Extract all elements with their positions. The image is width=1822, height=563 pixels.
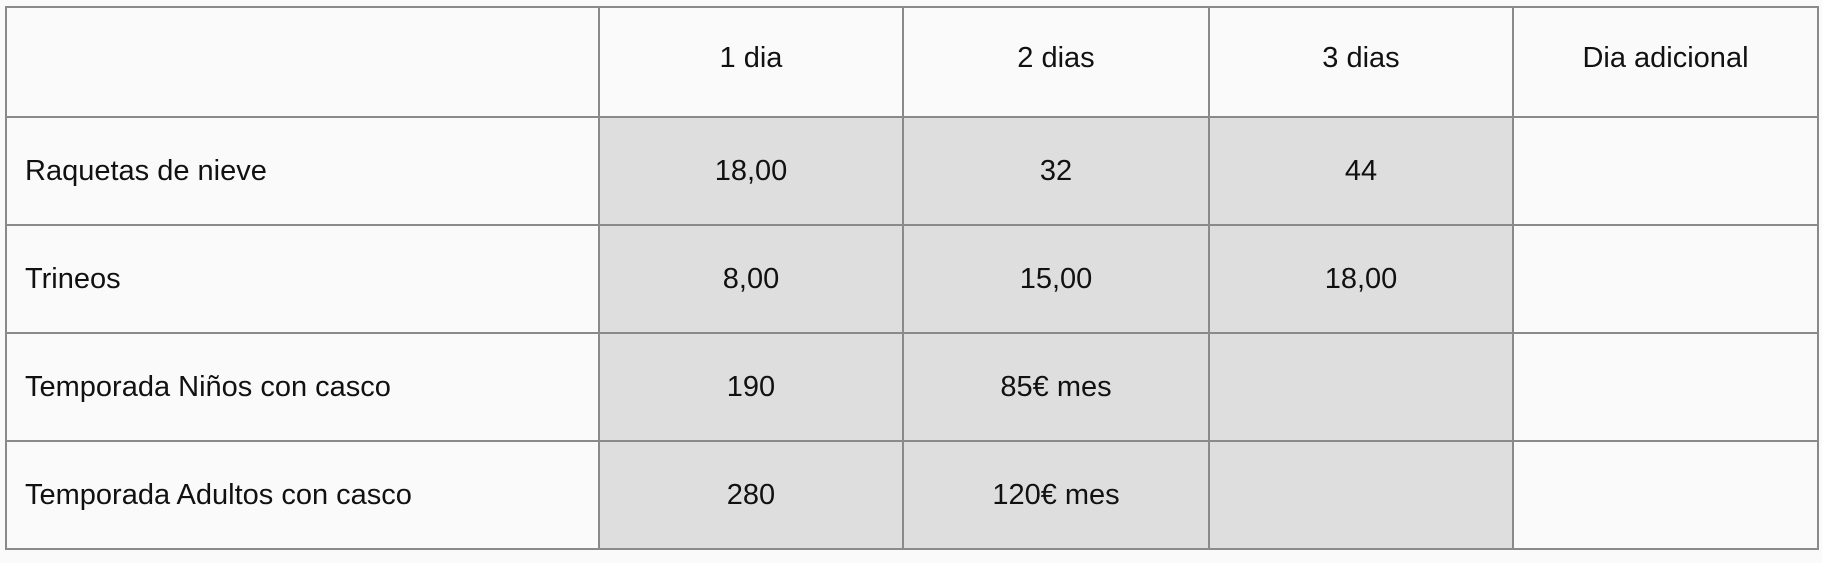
price-cell: 18,00 — [1208, 224, 1514, 334]
price-cell: 44 — [1208, 116, 1514, 226]
price-cell: 18,00 — [598, 116, 904, 226]
price-cell — [1512, 440, 1819, 550]
price-cell: 120€ mes — [902, 440, 1210, 550]
price-cell — [1208, 440, 1514, 550]
table-row: Temporada Niños con casco 190 85€ mes — [5, 332, 1819, 442]
row-label: Temporada Adultos con casco — [5, 440, 600, 550]
table-row: Temporada Adultos con casco 280 120€ mes — [5, 440, 1819, 550]
price-cell — [1512, 116, 1819, 226]
row-label: Raquetas de nieve — [5, 116, 600, 226]
price-cell: 32 — [902, 116, 1210, 226]
table-row: Trineos 8,00 15,00 18,00 — [5, 224, 1819, 334]
price-cell — [1512, 224, 1819, 334]
price-cell: 15,00 — [902, 224, 1210, 334]
price-cell: 280 — [598, 440, 904, 550]
price-cell — [1208, 332, 1514, 442]
header-row: 1 dia 2 dias 3 dias Dia adicional — [5, 6, 1819, 118]
price-cell: 190 — [598, 332, 904, 442]
price-cell — [1512, 332, 1819, 442]
header-cell: 1 dia — [598, 6, 904, 118]
header-cell: Dia adicional — [1512, 6, 1819, 118]
price-table: 1 dia 2 dias 3 dias Dia adicional Raquet… — [5, 6, 1819, 550]
price-cell: 8,00 — [598, 224, 904, 334]
table-row: Raquetas de nieve 18,00 32 44 — [5, 116, 1819, 226]
header-cell — [5, 6, 600, 118]
price-cell: 85€ mes — [902, 332, 1210, 442]
header-cell: 2 dias — [902, 6, 1210, 118]
row-label: Trineos — [5, 224, 600, 334]
row-label: Temporada Niños con casco — [5, 332, 600, 442]
header-cell: 3 dias — [1208, 6, 1514, 118]
